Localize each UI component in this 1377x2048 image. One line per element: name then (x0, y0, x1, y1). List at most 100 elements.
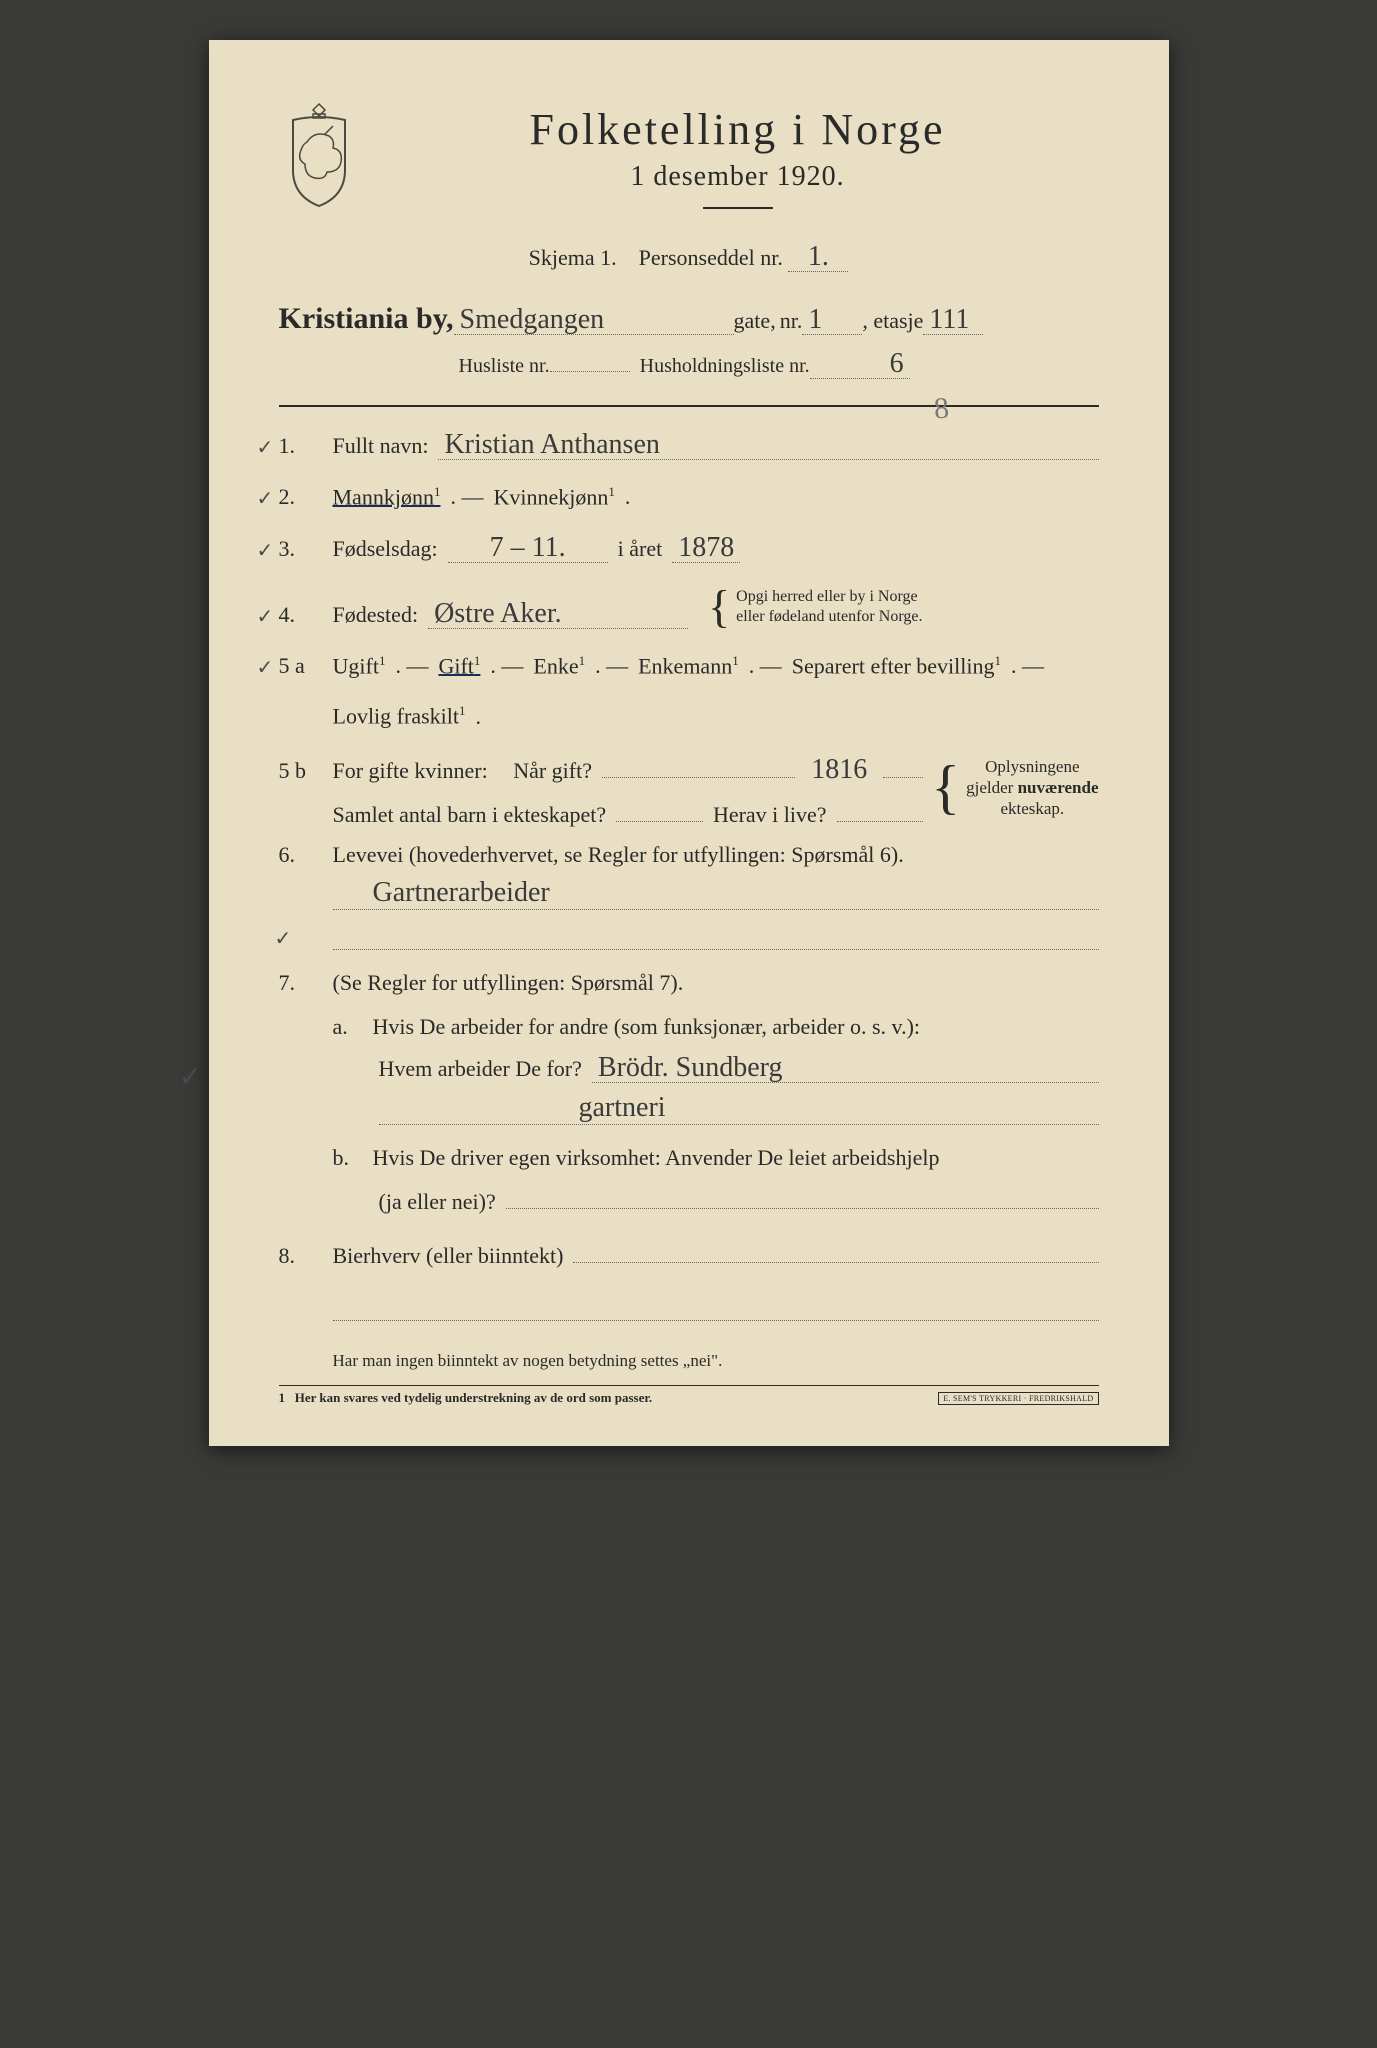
check-icon: ✓ (257, 655, 274, 680)
q5b-label: For gifte kvinner: (333, 758, 488, 784)
skjema-label-b: Personseddel nr. (639, 245, 783, 270)
q5b-live-label: Herav i live? (713, 802, 827, 828)
brace-icon: { (708, 589, 730, 626)
q8-num: 8. (279, 1243, 323, 1269)
husliste-nr (550, 371, 630, 372)
q8-line2 (279, 1293, 1099, 1321)
q4-hint: { Opgi herred eller by i Norge eller fød… (708, 587, 922, 627)
q7b-row2: (ja eller nei)? (279, 1185, 1099, 1215)
gift-selected: Gift1 (438, 653, 480, 679)
q1-row: ✓1. Fullt navn: Kristian Anthansen (279, 431, 1099, 460)
q5b-hint1: Oplysningene (985, 757, 1079, 776)
ugift: Ugift1 (333, 653, 386, 679)
coat-of-arms-emblem (279, 100, 359, 210)
occupation-line2 (333, 916, 1099, 950)
q1-label: Fullt navn: (333, 433, 429, 459)
q7a-label: a. (333, 1014, 363, 1040)
dotline (837, 798, 924, 822)
nr-label: nr. (780, 308, 803, 334)
section-divider (279, 405, 1099, 407)
etasje-label: , etasje (862, 308, 923, 334)
q3-row: ✓3. Fødselsdag: 7 – 11. i året 1878 (279, 534, 1099, 563)
q7-row: 7. (Se Regler for utfyllingen: Spørsmål … (279, 970, 1099, 996)
husholdning-label: Husholdningsliste nr. (640, 355, 810, 378)
q5b-barn-label: Samlet antal barn i ekteskapet? (333, 802, 607, 828)
husholdning-nr: 6 (810, 350, 910, 379)
dotline (573, 1239, 1098, 1263)
enkemann: Enkemann1 (638, 653, 739, 679)
street-name: Smedgangen (454, 306, 734, 335)
footnote-num: 1 (279, 1390, 286, 1405)
full-name-value: Kristian Anthansen (438, 431, 1098, 460)
q7a-row2: ✓ Hvem arbeider De for? Brödr. Sundberg (279, 1054, 1099, 1083)
q6-answer-block: Gartnerarbeider (279, 876, 1099, 950)
dotline (616, 798, 703, 822)
birthplace-value: Østre Aker. (428, 600, 688, 629)
marriage-year: 1816 (805, 756, 873, 784)
q5b-hint: { Oplysningene gjelder nuværende ekteska… (931, 754, 1098, 820)
check-icon: ✓ (179, 1060, 202, 1094)
birth-year: 1878 (672, 534, 740, 563)
q2-row: ✓2. Mannkjønn1. — Kvinnekjønn1. (279, 484, 1099, 510)
enke: Enke1 (533, 653, 585, 679)
q5a-row2: Lovlig fraskilt1. (279, 703, 1099, 729)
etasje-value: 111 (923, 306, 983, 335)
q6-num: 6. (279, 842, 323, 868)
q6-row: 6. Levevei (hovederhvervet, se Regler fo… (279, 842, 1099, 868)
q7-num: 7. (279, 970, 323, 996)
check-icon: ✓ (257, 486, 274, 511)
dotline (883, 754, 923, 778)
footnote-text: Her kan svares ved tydelig understreknin… (295, 1390, 652, 1405)
q7b-row1: b. Hvis De driver egen virksomhet: Anven… (279, 1145, 1099, 1171)
q1-num: ✓1. (279, 433, 323, 459)
q5b-row: 5 b For gifte kvinner: Når gift? 1816 Sa… (279, 754, 1099, 842)
q5a-row: ✓5 a Ugift1. — Gift1. — Enke1. — Enkeman… (279, 653, 1099, 679)
address-row: Kristiania by, Smedgangen gate, nr. 1 , … (279, 302, 1099, 336)
personseddel-nr: 1. (788, 243, 848, 272)
check-icon: ✓ (275, 928, 292, 950)
skjema-label-a: Skjema 1. (529, 245, 617, 270)
q8-row: 8. Bierhverv (eller biinntekt) (279, 1239, 1099, 1269)
date-subtitle: 1 desember 1920. (377, 161, 1099, 193)
q3-num: ✓3. (279, 536, 323, 562)
q7b-text1: Hvis De driver egen virksomhet: Anvender… (373, 1145, 940, 1171)
footer-note: Har man ingen biinntekt av nogen betydni… (279, 1351, 1099, 1371)
q7-label: (Se Regler for utfyllingen: Spørsmål 7). (333, 970, 684, 996)
printer-mark: E. SEM'S TRYKKERI · FREDRIKSHALD (938, 1392, 1098, 1405)
q5b-num: 5 b (279, 758, 323, 784)
q6-label: Levevei (hovederhvervet, se Regler for u… (333, 842, 904, 868)
employer-line1: Brödr. Sundberg (592, 1054, 1099, 1083)
q5a-num: ✓5 a (279, 653, 323, 679)
q4-num: ✓4. (279, 602, 323, 628)
dotline (506, 1185, 1099, 1209)
q4-hint1: Opgi herred eller by i Norge (736, 588, 917, 605)
employer-line2: gartneri (379, 1094, 672, 1122)
separert: Separert efter bevilling1 (792, 653, 1001, 679)
fraskilt: Lovlig fraskilt1 (333, 703, 466, 729)
main-title: Folketelling i Norge (377, 104, 1099, 155)
check-icon: ✓ (257, 538, 274, 563)
q7a-row1: a. Hvis De arbeider for andre (som funks… (279, 1014, 1099, 1040)
q3-year-label: i året (618, 536, 663, 562)
city-label: Kristiania by, (279, 302, 454, 336)
gate-label: gate, (734, 308, 776, 334)
check-icon: ✓ (257, 604, 274, 629)
occupation-value: Gartnerarbeider (333, 879, 556, 907)
husliste-label: Husliste nr. (459, 355, 550, 378)
occupation-line1: Gartnerarbeider (333, 876, 1099, 910)
q5b-hint3: ekteskap. (1000, 799, 1064, 818)
brace-icon: { (931, 763, 960, 811)
q4-row: ✓4. Fødested: Østre Aker. { Opgi herred … (279, 587, 1099, 629)
q4-hint2: eller fødeland utenfor Norge. (736, 608, 922, 625)
gate-nr: 1 (802, 306, 862, 335)
q7a-row3: gartneri (279, 1091, 1099, 1125)
q4-label: Fødested: (333, 602, 419, 628)
dotline (602, 754, 795, 778)
q7b-text2: (ja eller nei)? (379, 1189, 496, 1215)
header: Folketelling i Norge 1 desember 1920. (279, 100, 1099, 233)
q2-num: ✓2. (279, 484, 323, 510)
list-numbers-row: Husliste nr. Husholdningsliste nr. 6 (279, 350, 1099, 379)
birthdate-daymonth: 7 – 11. (448, 534, 608, 563)
footnote-row: 1 Her kan svares ved tydelig understrekn… (279, 1385, 1099, 1406)
q3-label: Fødselsdag: (333, 536, 438, 562)
